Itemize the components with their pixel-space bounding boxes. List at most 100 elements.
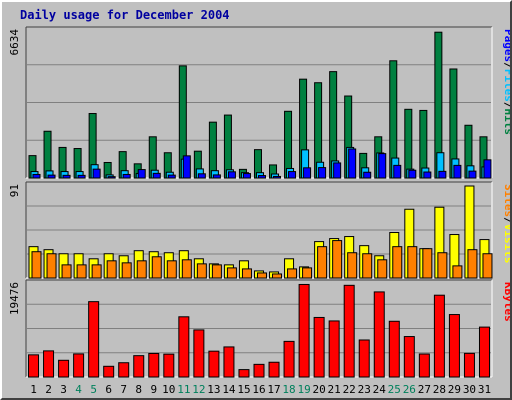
- bar-kbytes-day-20: [313, 316, 325, 378]
- legend-hits: Hits: [502, 109, 510, 136]
- bar-kbytes-day-22: [343, 284, 355, 378]
- day-label-3: 3: [60, 383, 67, 396]
- bar-kbytes-day-18: [283, 340, 295, 378]
- legend-separator: /: [502, 102, 510, 109]
- bar-pages-day-25: [393, 164, 402, 179]
- bar-sites-day-11: [181, 259, 192, 279]
- bar-pages-day-17: [273, 175, 282, 179]
- legend-visits: Visits: [502, 224, 510, 264]
- day-label-29: 29: [448, 383, 461, 396]
- axis-max-label: 6634: [8, 29, 21, 56]
- bar-pages-day-23: [363, 171, 372, 179]
- bar-pages-day-11: [182, 155, 191, 179]
- day-label-12: 12: [192, 383, 205, 396]
- bar-sites-day-15: [241, 268, 252, 279]
- bar-kbytes-day-13: [208, 350, 220, 378]
- bar-kbytes-day-6: [103, 365, 115, 378]
- bar-pages-day-12: [197, 173, 206, 179]
- bar-pages-day-15: [242, 173, 251, 179]
- bar-kbytes-day-24: [373, 291, 385, 378]
- day-label-15: 15: [237, 383, 250, 396]
- day-label-8: 8: [135, 383, 142, 396]
- bar-sites-day-23: [362, 253, 373, 279]
- bar-kbytes-day-29: [448, 314, 460, 378]
- day-label-24: 24: [373, 383, 387, 396]
- bar-kbytes-day-30: [463, 352, 475, 378]
- bar-sites-day-16: [256, 272, 267, 279]
- day-label-16: 16: [252, 383, 265, 396]
- bar-sites-day-12: [196, 263, 207, 279]
- bar-sites-day-18: [287, 268, 298, 279]
- bar-sites-day-22: [347, 252, 358, 279]
- bar-sites-day-25: [392, 246, 403, 279]
- day-label-10: 10: [162, 383, 175, 396]
- bar-pages-day-20: [318, 167, 327, 179]
- bar-sites-day-10: [166, 260, 177, 279]
- bar-sites-day-19: [302, 267, 313, 279]
- bar-sites-day-9: [151, 256, 162, 279]
- legend-pages: Pages: [502, 29, 510, 62]
- bar-kbytes-day-14: [223, 346, 235, 378]
- bar-kbytes-day-17: [268, 361, 280, 378]
- panel-legend: Pages/Files/Hits: [502, 29, 510, 135]
- bar-kbytes-day-21: [328, 320, 340, 378]
- bar-pages-day-4: [77, 174, 86, 179]
- day-label-13: 13: [207, 383, 220, 396]
- bar-sites-day-6: [106, 260, 117, 279]
- bar-sites-day-17: [272, 273, 283, 279]
- day-label-30: 30: [463, 383, 476, 396]
- bar-pages-day-9: [152, 172, 161, 179]
- bar-pages-day-7: [122, 173, 131, 179]
- bar-sites-day-26: [407, 246, 418, 279]
- bar-pages-day-24: [378, 153, 387, 179]
- bar-pages-day-2: [47, 174, 56, 179]
- day-label-7: 7: [120, 383, 127, 396]
- bar-kbytes-day-12: [193, 329, 205, 378]
- bar-sites-day-20: [317, 246, 328, 279]
- legend-separator: /: [502, 217, 510, 224]
- bar-sites-day-31: [482, 253, 493, 279]
- bar-kbytes-day-8: [133, 355, 145, 378]
- bar-kbytes-day-5: [88, 301, 100, 378]
- bar-pages-day-8: [137, 169, 146, 179]
- axis-max-label: 91: [8, 184, 21, 197]
- bar-pages-day-22: [348, 148, 357, 179]
- day-label-28: 28: [433, 383, 446, 396]
- bar-kbytes-day-4: [73, 353, 85, 378]
- day-label-17: 17: [267, 383, 280, 396]
- bar-sites-day-30: [467, 249, 478, 279]
- day-label-31: 31: [478, 383, 491, 396]
- bar-kbytes-day-16: [253, 363, 265, 378]
- bar-hits-day-13: [208, 121, 217, 179]
- bar-sites-day-4: [76, 264, 87, 279]
- bar-sites-day-29: [452, 265, 463, 279]
- bar-pages-day-18: [288, 171, 297, 179]
- day-label-22: 22: [343, 383, 356, 396]
- legend-files: Files: [502, 69, 510, 102]
- bar-sites-day-2: [46, 253, 57, 279]
- day-label-5: 5: [90, 383, 97, 396]
- legend-separator: /: [502, 62, 510, 69]
- day-label-23: 23: [358, 383, 371, 396]
- bar-kbytes-day-26: [403, 336, 415, 378]
- bar-pages-day-10: [167, 174, 176, 179]
- day-label-27: 27: [418, 383, 431, 396]
- bar-pages-day-30: [468, 170, 477, 179]
- bar-kbytes-day-1: [28, 354, 40, 378]
- bar-pages-day-13: [212, 174, 221, 179]
- bar-pages-day-21: [333, 162, 342, 179]
- bar-hits-day-14: [223, 114, 232, 179]
- bar-pages-day-16: [257, 175, 266, 179]
- bar-sites-day-24: [377, 259, 388, 279]
- bar-pages-day-3: [62, 174, 71, 179]
- bar-sites-day-1: [31, 251, 42, 279]
- bar-kbytes-day-7: [118, 362, 130, 378]
- bar-kbytes-day-11: [178, 316, 190, 378]
- day-label-1: 1: [30, 383, 37, 396]
- bar-kbytes-day-15: [238, 369, 250, 378]
- bar-sites-day-8: [136, 260, 147, 279]
- bar-kbytes-day-10: [163, 353, 175, 378]
- day-label-20: 20: [313, 383, 326, 396]
